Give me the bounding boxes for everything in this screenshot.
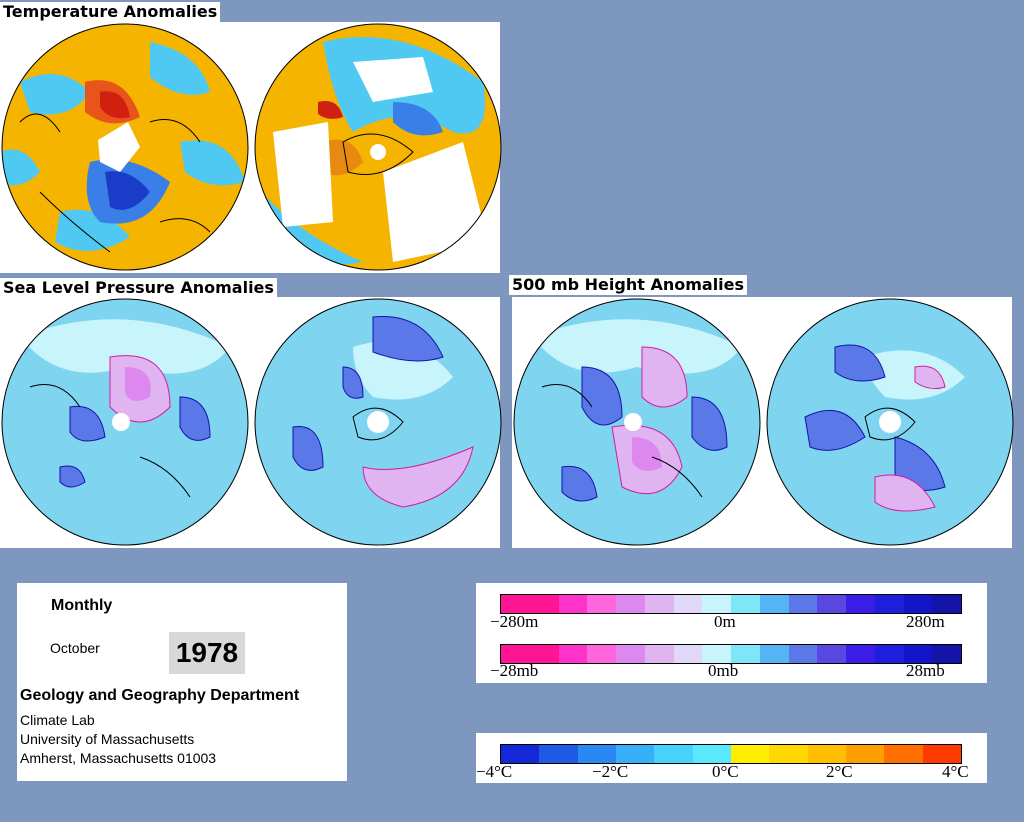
temperature-panel bbox=[0, 22, 502, 273]
temperature-color-bar bbox=[500, 744, 962, 764]
slp-swatch bbox=[501, 645, 530, 663]
lab-label: Climate Lab bbox=[20, 712, 95, 728]
temperature-swatch bbox=[539, 745, 578, 763]
temp-tick-pos4: 4°C bbox=[942, 762, 969, 781]
height-swatch bbox=[673, 595, 703, 613]
height-swatch bbox=[616, 595, 645, 613]
slp-swatch bbox=[731, 645, 760, 663]
temperature-swatch bbox=[807, 745, 846, 763]
temperature-swatch bbox=[845, 745, 885, 763]
temperature-south-map bbox=[254, 23, 502, 271]
height-swatch bbox=[529, 595, 559, 613]
height-tick-max: 280m bbox=[906, 612, 945, 631]
slp-swatch bbox=[759, 645, 789, 663]
height-swatch bbox=[846, 595, 875, 613]
temperature-swatch bbox=[769, 745, 808, 763]
temperature-title: Temperature Anomalies bbox=[0, 2, 221, 22]
height-swatch bbox=[587, 595, 616, 613]
temperature-legend: −4°C −2°C 0°C 2°C 4°C bbox=[476, 733, 987, 783]
temperature-swatch bbox=[577, 745, 616, 763]
height-swatch bbox=[501, 595, 530, 613]
slp-swatch bbox=[558, 645, 588, 663]
height-swatch bbox=[932, 595, 961, 613]
temp-tick-pos2: 2°C bbox=[826, 762, 853, 781]
temp-tick-zero: 0°C bbox=[712, 762, 739, 781]
university-label: University of Massachusetts bbox=[20, 731, 195, 747]
height-tick-zero: 0m bbox=[714, 612, 736, 631]
slp-title: Sea Level Pressure Anomalies bbox=[0, 278, 277, 298]
height-swatch bbox=[644, 595, 674, 613]
temperature-swatch bbox=[692, 745, 731, 763]
temperature-swatch bbox=[501, 745, 540, 763]
temperature-swatch bbox=[922, 745, 961, 763]
slp-swatch bbox=[846, 645, 875, 663]
slp-swatch bbox=[529, 645, 559, 663]
height-swatch bbox=[702, 595, 731, 613]
department-label: Geology and Geography Department bbox=[20, 687, 300, 704]
temperature-swatch bbox=[654, 745, 693, 763]
slp-swatch bbox=[932, 645, 961, 663]
height-swatch bbox=[558, 595, 588, 613]
slp-panel bbox=[0, 297, 502, 548]
slp-swatch bbox=[903, 645, 933, 663]
slp-swatch bbox=[616, 645, 645, 663]
slp-tick-zero: 0mb bbox=[708, 661, 739, 680]
height-panel bbox=[512, 297, 1014, 548]
height-tick-min: −280m bbox=[490, 612, 539, 631]
slp-swatch bbox=[817, 645, 846, 663]
temperature-north-map bbox=[1, 23, 249, 271]
month-label: October bbox=[50, 640, 100, 656]
height-south-map bbox=[766, 298, 1014, 546]
slp-north-map bbox=[1, 298, 249, 546]
year-label: 1978 bbox=[169, 632, 245, 674]
height-swatch bbox=[731, 595, 760, 613]
period-label: Monthly bbox=[51, 597, 113, 614]
temperature-swatch bbox=[730, 745, 770, 763]
address-label: Amherst, Massachusetts 01003 bbox=[20, 750, 217, 766]
slp-swatch bbox=[874, 645, 904, 663]
height-title: 500 mb Height Anomalies bbox=[509, 275, 748, 295]
slp-tick-max: 28mb bbox=[906, 661, 945, 680]
height-swatch bbox=[903, 595, 933, 613]
temperature-swatch bbox=[615, 745, 655, 763]
height-north-map bbox=[513, 298, 761, 546]
slp-swatch bbox=[673, 645, 703, 663]
height-swatch bbox=[817, 595, 846, 613]
temperature-swatch bbox=[884, 745, 923, 763]
slp-color-bar bbox=[500, 644, 962, 664]
slp-swatch bbox=[644, 645, 674, 663]
temp-tick-neg2: −2°C bbox=[592, 762, 629, 781]
height-swatch bbox=[874, 595, 904, 613]
height-swatch bbox=[759, 595, 789, 613]
slp-tick-min: −28mb bbox=[490, 661, 539, 680]
height-color-bar bbox=[500, 594, 962, 614]
slp-swatch bbox=[702, 645, 731, 663]
slp-south-map bbox=[254, 298, 502, 546]
height-swatch bbox=[788, 595, 818, 613]
info-box: Monthly October 1978 Geology and Geograp… bbox=[17, 583, 347, 781]
height-slp-legend: −280m 0m 280m −28mb 0mb 28mb bbox=[476, 583, 987, 683]
slp-swatch bbox=[788, 645, 818, 663]
slp-swatch bbox=[587, 645, 616, 663]
temp-tick-neg4: −4°C bbox=[476, 762, 513, 781]
